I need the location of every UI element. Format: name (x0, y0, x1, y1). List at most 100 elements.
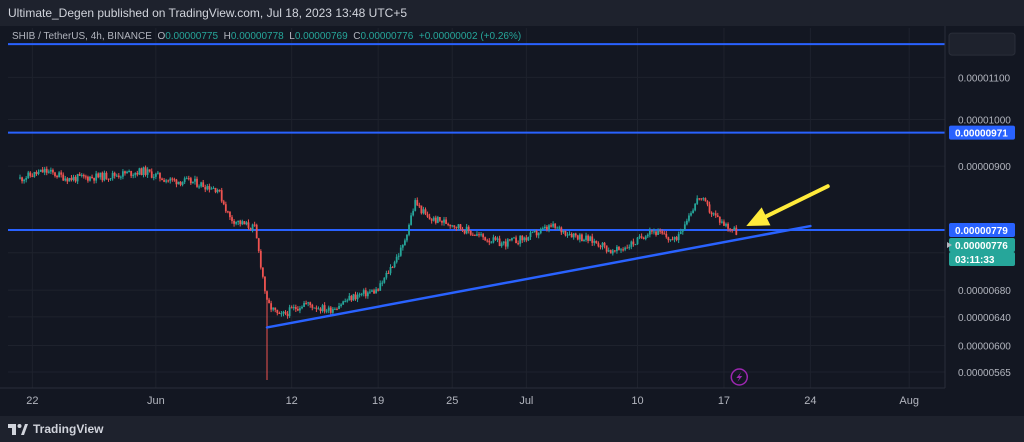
candle-body (539, 229, 542, 234)
candle-body (467, 226, 470, 231)
candle-body (194, 178, 196, 182)
candle-body (192, 181, 194, 184)
price-tick-label: 0.00000565 (958, 368, 1011, 379)
price-tick-label: 0.00001000 (958, 116, 1011, 127)
time-axis[interactable]: 22 Jun 12 19 25 Jul 10 17 24 Aug (0, 387, 945, 407)
candle-body (529, 232, 532, 238)
candle-body (235, 222, 238, 224)
candle-body (418, 205, 421, 207)
candle-body (595, 240, 598, 244)
candle-body (424, 209, 427, 215)
price-axis-background (945, 26, 1024, 416)
candle-body (387, 272, 390, 274)
candle-body (576, 235, 579, 240)
candle-body (566, 234, 569, 236)
candle-body (268, 299, 270, 304)
candle-body (537, 233, 540, 236)
price-tick-label: 0.00000900 (958, 162, 1011, 173)
arrow-shaft[interactable] (764, 184, 830, 219)
candle-body (632, 241, 635, 245)
candle-body (572, 233, 575, 238)
time-tick-label: 12 (286, 395, 298, 407)
candle-body (613, 250, 616, 252)
trendline-layer[interactable] (265, 224, 812, 329)
candle-body (321, 305, 324, 312)
candle-body (167, 180, 170, 182)
candle-body (482, 234, 485, 238)
time-tick-label: 24 (804, 395, 816, 407)
candle-body (416, 200, 419, 206)
candle-body (694, 203, 697, 211)
candle-body (212, 187, 215, 189)
candle-body (49, 169, 52, 172)
close-label: C (353, 31, 361, 42)
candle-body (391, 267, 394, 269)
candle-body (556, 227, 559, 229)
candle-body (231, 217, 233, 221)
candle-body (673, 237, 676, 240)
candle-body (87, 176, 89, 181)
candle-body (204, 187, 207, 190)
candle-body (58, 172, 61, 178)
candle-body (352, 294, 355, 301)
candle-body (76, 174, 79, 182)
candle-body (661, 231, 664, 234)
candle-body (628, 246, 631, 248)
candle-body (519, 235, 522, 244)
candle-body (683, 224, 686, 230)
candle-body (616, 246, 618, 252)
arrow-head[interactable] (746, 207, 771, 227)
candle-body (593, 240, 596, 243)
candle-body (105, 172, 108, 179)
candle-body (463, 230, 466, 234)
price-badge[interactable] (949, 238, 1015, 253)
candle-body (494, 237, 497, 240)
candle-body (179, 181, 182, 185)
candle-body (377, 289, 380, 291)
candle-body (146, 169, 149, 175)
price-axis[interactable]: 0.000011000.000010000.000009000.00000740… (944, 26, 1024, 416)
price-badge[interactable] (949, 252, 1015, 267)
candle-body (401, 245, 404, 248)
candle-body (218, 189, 221, 191)
candle-body (122, 171, 124, 177)
top-level-badge[interactable] (948, 32, 1016, 56)
candle-body (159, 172, 161, 179)
candle-body (443, 219, 445, 223)
candle-body (511, 238, 513, 241)
price-badge-label: 0.00000971 (955, 129, 1008, 140)
candles (19, 165, 738, 380)
candle-body (445, 219, 447, 224)
annotation-layer[interactable] (730, 184, 830, 386)
lightning-icon[interactable] (730, 368, 749, 386)
candle-body (688, 215, 690, 221)
tradingview-logo[interactable]: TradingView (8, 421, 103, 437)
candle-body (309, 302, 312, 305)
candle-body (243, 221, 246, 225)
candle-body (346, 300, 349, 302)
candle-body (712, 213, 715, 215)
scroll-marker-icon[interactable] (947, 242, 952, 248)
candle-body (484, 237, 487, 241)
candle-body (150, 171, 153, 178)
candle-body (41, 169, 44, 173)
candle-body (562, 230, 565, 233)
candle-body (735, 227, 738, 235)
chart-area[interactable]: 0.000011000.000010000.000009000.00000740… (0, 26, 1024, 416)
candle-body (126, 171, 128, 174)
candle-body (478, 234, 480, 236)
candle-body (364, 290, 367, 297)
price-badge[interactable] (949, 125, 1015, 140)
price-badge[interactable] (949, 223, 1015, 238)
candle-body (399, 247, 402, 256)
candle-body (334, 308, 336, 310)
price-chart[interactable]: 0.000011000.000010000.000009000.00000740… (0, 26, 1024, 416)
candle-body (552, 223, 555, 227)
candle-body (111, 172, 114, 179)
candle-body (91, 176, 93, 178)
ascending-trendline[interactable] (265, 224, 812, 329)
candle-body (200, 182, 203, 187)
candle-body (54, 172, 56, 176)
candle-body (508, 239, 511, 241)
candle-body (630, 241, 633, 247)
